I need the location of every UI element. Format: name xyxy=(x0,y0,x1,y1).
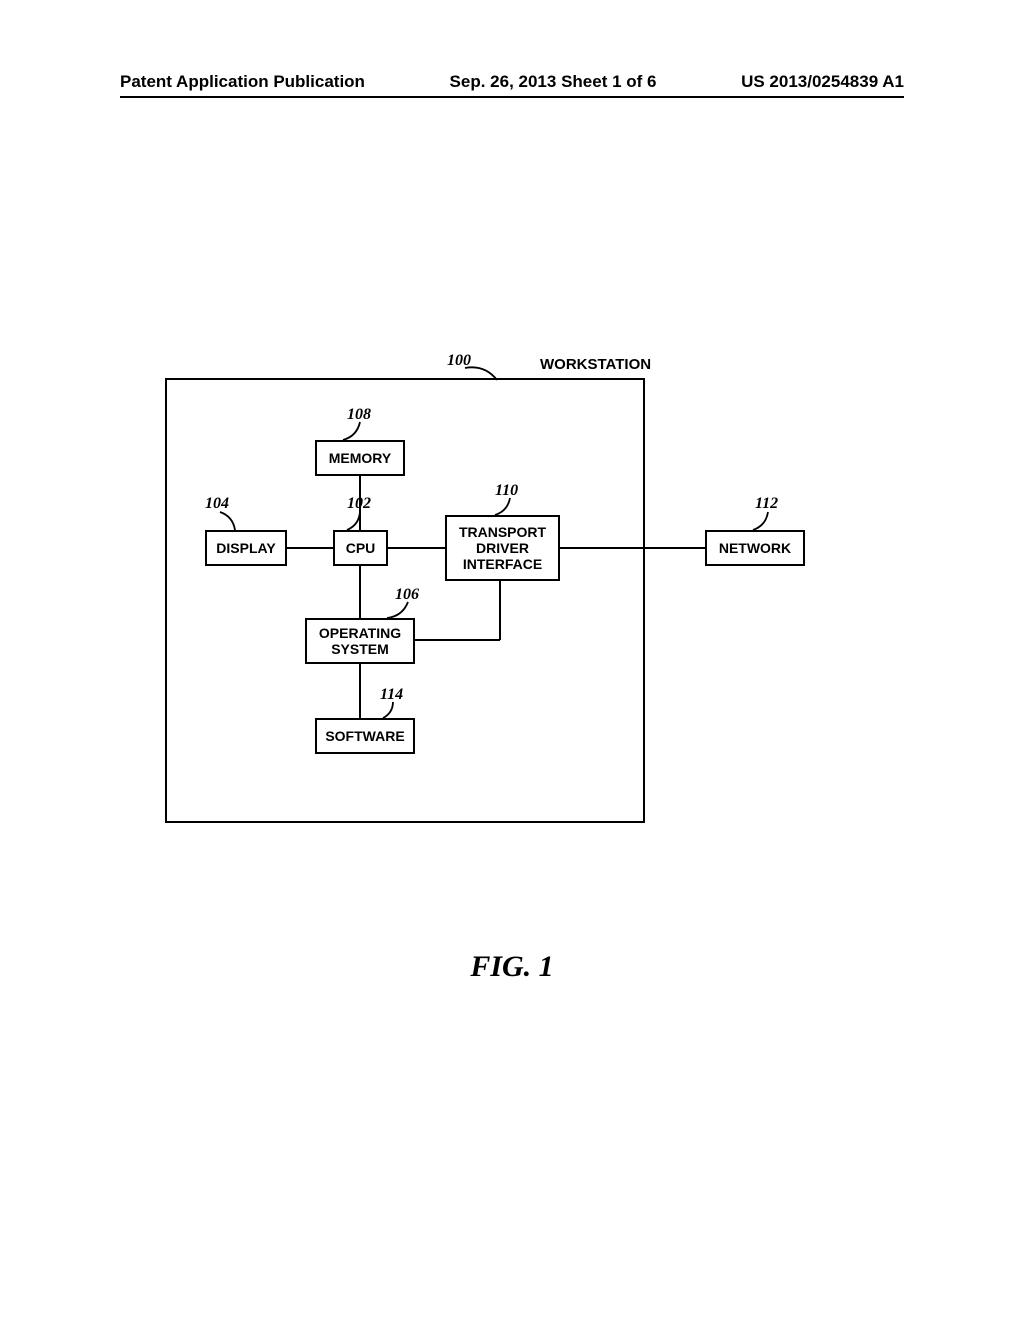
node-tdi: TRANSPORT DRIVER INTERFACE xyxy=(445,515,560,581)
ref-108: 108 xyxy=(347,406,371,424)
edge-cpu-os xyxy=(359,566,362,618)
header-center: Sep. 26, 2013 Sheet 1 of 6 xyxy=(450,72,657,92)
workstation-label: WORKSTATION xyxy=(540,356,651,373)
ref-102: 102 xyxy=(347,495,371,513)
edge-os-software xyxy=(359,664,362,718)
ref-106: 106 xyxy=(395,586,419,604)
diagram: WORKSTATION MEMORY DISPLAY CPU TRANSPORT DRI… xyxy=(165,340,865,860)
node-memory: MEMORY xyxy=(315,440,405,476)
node-network: NETWORK xyxy=(705,530,805,566)
page: Patent Application Publication Sep. 26, … xyxy=(0,0,1024,1320)
ref-104: 104 xyxy=(205,495,229,513)
node-os: OPERATING SYSTEM xyxy=(305,618,415,664)
node-cpu: CPU xyxy=(333,530,388,566)
ref-112: 112 xyxy=(755,495,778,513)
node-software: SOFTWARE xyxy=(315,718,415,754)
header-right: US 2013/0254839 A1 xyxy=(741,72,904,92)
edge-cpu-tdi xyxy=(388,547,445,550)
figure-label: FIG. 1 xyxy=(0,950,1024,984)
edge-os-tdi xyxy=(499,581,502,640)
edge-os-tdi xyxy=(415,639,500,642)
page-header: Patent Application Publication Sep. 26, … xyxy=(120,72,904,98)
header-left: Patent Application Publication xyxy=(120,72,365,92)
edge-display-cpu xyxy=(287,547,333,550)
ref-110: 110 xyxy=(495,482,518,500)
ref-100: 100 xyxy=(447,352,471,370)
node-display: DISPLAY xyxy=(205,530,287,566)
edge-tdi-network xyxy=(560,547,705,550)
ref-114: 114 xyxy=(380,686,403,704)
